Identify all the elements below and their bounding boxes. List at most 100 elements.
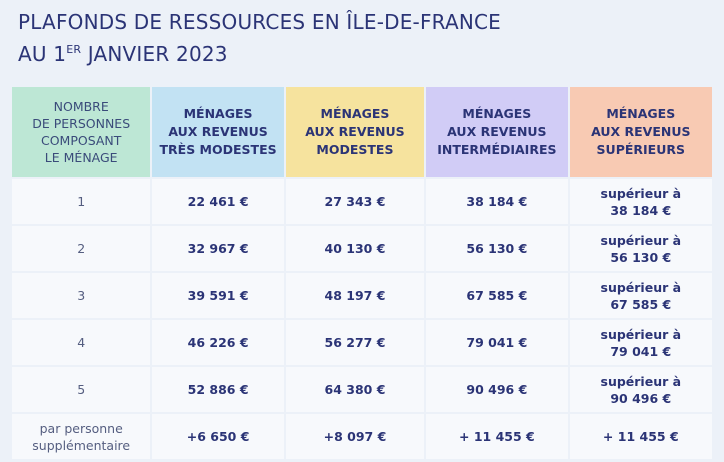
table-body: 1 22 461 €27 343 €38 184 € supérieur à 38 1… [12, 179, 712, 459]
table-cell: supérieur à 38 184 € [569, 179, 712, 224]
table-cell: + 11 455 € [426, 414, 568, 459]
table-cell: 39 591 € [152, 273, 284, 318]
table-cell: supérieur à 90 496 € [569, 367, 712, 412]
table-row: 3 39 591 €48 197 €67 585 € supérieur à 67 5… [12, 273, 712, 318]
cell-line: MÉNAGES [462, 106, 532, 121]
header-cell: MÉNAGES AUX REVENUS INTERMÉDIAIRES [426, 87, 568, 177]
cell-line: TRÈS MODESTES [159, 142, 277, 157]
table-row: 1 22 461 €27 343 €38 184 € supérieur à 38 1… [12, 179, 712, 224]
cell-line: 32 967 € [187, 241, 249, 256]
table-cell: 5 [12, 367, 151, 412]
table-row: 4 46 226 € 56 277 € 79 041 € supérieur à 79 0… [12, 320, 712, 365]
title-line: AU 1ER JANVIER 2023 [18, 36, 501, 68]
cell-line: 56 130 € [610, 249, 672, 265]
table-cell: 90 496 € [426, 367, 568, 412]
table-cell: 27 343 € [285, 179, 425, 224]
cell-line: MÉNAGES [606, 106, 676, 121]
cell-line: 48 197 € [324, 288, 386, 303]
title-part: AU 1 [18, 42, 67, 66]
table-cell: par personne supplémentaire [12, 414, 151, 459]
cell-line: 90 496 € [466, 382, 528, 397]
table-cell: 67 585 € [426, 273, 568, 318]
header-cell: MÉNAGES AUX REVENUS MODESTES [285, 87, 425, 177]
cell-line: MÉNAGES [183, 106, 253, 121]
cell-line: 39 591 € [187, 288, 249, 303]
cell-line: AUX REVENUS [168, 124, 268, 139]
table-cell: 22 461 € [152, 179, 284, 224]
cell-line: 46 226 € [187, 335, 249, 350]
table-cell: 56 130 € [426, 226, 568, 271]
cell-line: par personne [39, 420, 123, 436]
table-cell: 79 041 € [426, 320, 568, 365]
cell-line: AUX REVENUS [447, 124, 547, 139]
table-cell: supérieur à 79 041 € [569, 320, 712, 365]
cell-line: 67 585 € [466, 288, 528, 303]
cell-line: 3 [77, 288, 86, 303]
cell-line: supérieur à [600, 232, 682, 248]
cell-line: SUPÉRIEURS [596, 142, 685, 157]
cell-line: 27 343 € [324, 194, 386, 209]
table-cell: 46 226 € [152, 320, 284, 365]
table-cell: +6 650 € [152, 414, 284, 459]
cell-line: 4 [77, 335, 86, 350]
cell-line: +6 650 € [186, 429, 250, 444]
cell-line: supérieur à [600, 326, 682, 342]
cell-line: 2 [77, 241, 86, 256]
title-line: PLAFONDS DE RESSOURCES EN ÎLE-DE-FRANCE [18, 10, 501, 34]
cell-line: supérieur à [600, 185, 682, 201]
cell-line: 38 184 € [466, 194, 528, 209]
cell-line: 40 130 € [324, 241, 386, 256]
title-sup: ER [66, 43, 82, 56]
cell-line: MODESTES [316, 142, 394, 157]
table-cell: 52 886 € [152, 367, 284, 412]
cell-line: +8 097 € [323, 429, 387, 444]
cell-line: 56 277 € [324, 335, 386, 350]
cell-line: DE PERSONNES [32, 116, 131, 131]
cell-line: 5 [77, 382, 86, 397]
table-cell: 40 130 € [285, 226, 425, 271]
table-cell: 38 184 € [426, 179, 568, 224]
cell-line: LE MÉNAGE [44, 150, 118, 165]
table-cell: 56 277 € [285, 320, 425, 365]
table-cell: supérieur à 56 130 € [569, 226, 712, 271]
table-cell: 3 [12, 273, 151, 318]
table-cell: 32 967 € [152, 226, 284, 271]
cell-line: 64 380 € [324, 382, 386, 397]
table: NOMBRE DE PERSONNES COMPOSANT LE MÉNAGE MÉNA… [10, 85, 714, 461]
header-cell: MÉNAGES AUX REVENUS SUPÉRIEURS [569, 87, 712, 177]
title: PLAFONDS DE RESSOURCES EN ÎLE-DE-FRANCE … [18, 8, 501, 68]
table-cell: + 11 455 € [569, 414, 712, 459]
cell-line: MÉNAGES [320, 106, 390, 121]
table-row: 5 52 886 €64 380 €90 496 € supérieur à 90 4… [12, 367, 712, 412]
cell-line: supérieur à [600, 373, 682, 389]
title-part: JANVIER 2023 [87, 42, 228, 66]
cell-line: supérieur à [600, 279, 682, 295]
table-cell: 1 [12, 179, 151, 224]
cell-line: + 11 455 € [602, 429, 679, 444]
table-row: 2 32 967 €40 130 €56 130 € supérieur à 56 1… [12, 226, 712, 271]
table-cell: 2 [12, 226, 151, 271]
cell-line: + 11 455 € [459, 429, 535, 444]
cell-line: AUX REVENUS [591, 124, 691, 139]
cell-line: 22 461 € [187, 194, 249, 209]
cell-line: 90 496 € [610, 390, 672, 406]
table-cell: 4 [12, 320, 151, 365]
cell-line: 38 184 € [610, 202, 672, 218]
cell-line: COMPOSANT [40, 133, 122, 148]
header-cell: MÉNAGES AUX REVENUS TRÈS MODESTES [152, 87, 284, 177]
cell-line: 56 130 € [466, 241, 528, 256]
cell-line: 1 [77, 194, 86, 209]
table-cell: 64 380 € [285, 367, 425, 412]
header-cell: NOMBRE DE PERSONNES COMPOSANT LE MÉNAGE [12, 87, 151, 177]
table-cell: 48 197 € [285, 273, 425, 318]
table-cell: supérieur à 67 585 € [569, 273, 712, 318]
cell-line: 67 585 € [610, 296, 672, 312]
cell-line: 52 886 € [187, 382, 249, 397]
cell-line: INTERMÉDIAIRES [437, 142, 557, 157]
cell-line: 79 041 € [466, 335, 528, 350]
cell-line: AUX REVENUS [305, 124, 405, 139]
cell-line: supplémentaire [32, 437, 131, 453]
table-cell: +8 097 € [285, 414, 425, 459]
table-row: par personne supplémentaire +6 650 € +8 097… [12, 414, 712, 459]
